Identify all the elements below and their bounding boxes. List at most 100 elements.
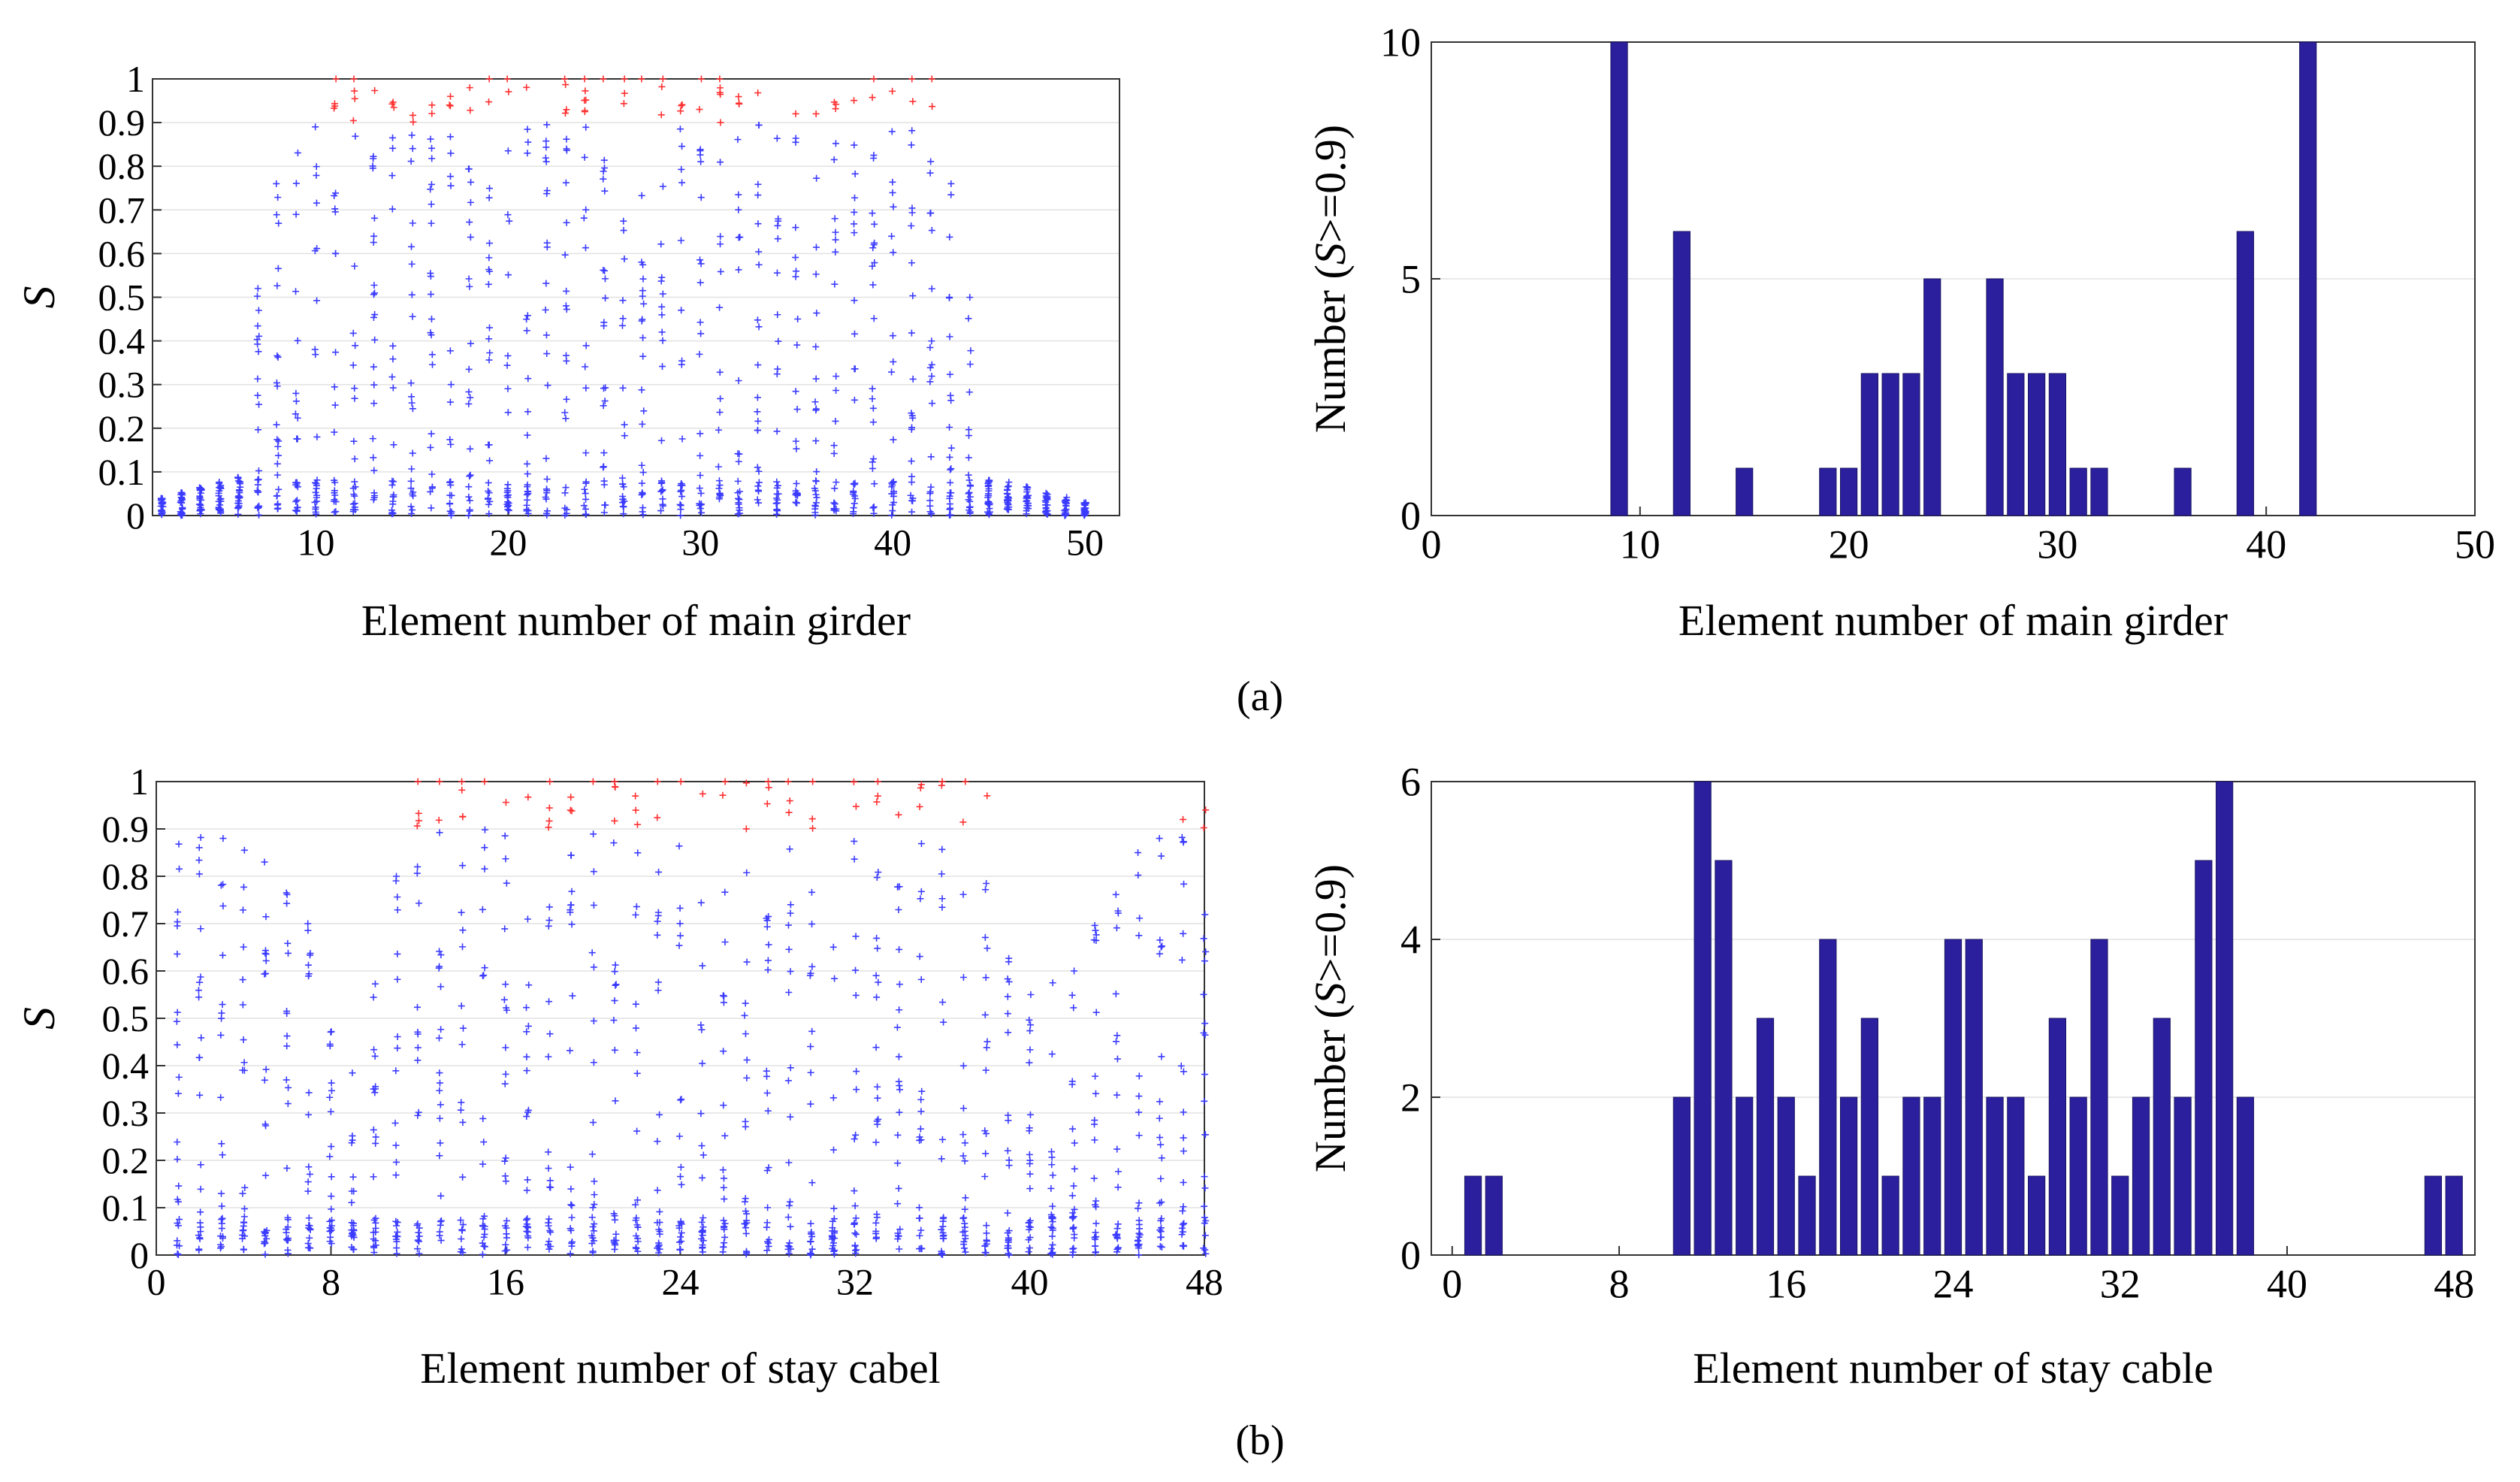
scatter-point xyxy=(765,1236,772,1244)
scatter-point xyxy=(1135,849,1142,857)
scatter-point xyxy=(158,495,165,503)
scatter-point xyxy=(961,1157,968,1165)
scatter-point xyxy=(889,332,896,340)
scatter-point xyxy=(829,1242,837,1249)
bar xyxy=(1777,1096,1795,1256)
scatter-point xyxy=(283,1229,290,1236)
scatter-point xyxy=(480,1139,488,1146)
scatter-point xyxy=(371,336,379,343)
scatter-point xyxy=(639,420,646,428)
scatter-point-high xyxy=(332,75,340,83)
scatter-point-high xyxy=(763,800,771,808)
x-tick-label: 50 xyxy=(1066,522,1104,564)
scatter-point xyxy=(429,483,437,491)
scatter-point xyxy=(275,219,283,227)
scatter-point xyxy=(217,1241,225,1248)
scatter-point-high xyxy=(717,91,724,98)
scatter-point xyxy=(283,900,291,907)
scatter-point xyxy=(292,180,300,187)
scatter-point xyxy=(563,135,570,143)
scatter-point-high xyxy=(446,92,454,100)
scatter-point xyxy=(659,495,666,503)
scatter-point xyxy=(793,479,800,487)
scatter-point-high xyxy=(754,89,762,97)
scatter-point xyxy=(392,1067,400,1075)
y-tick-label: 0 xyxy=(1401,1232,1421,1278)
scatter-point xyxy=(813,310,820,317)
scatter-point xyxy=(612,1097,619,1105)
scatter-point xyxy=(830,1251,838,1258)
scatter-point xyxy=(415,900,423,907)
scatter-point xyxy=(832,386,840,394)
scatter-point xyxy=(176,1216,183,1223)
scatter-point xyxy=(962,1248,969,1256)
scatter-point xyxy=(1156,1115,1163,1122)
scatter-point xyxy=(177,512,185,519)
scatter-point xyxy=(720,992,727,1000)
scatter-point xyxy=(1158,1154,1165,1162)
scatter-point xyxy=(436,948,443,955)
scatter-point xyxy=(448,512,455,519)
scatter-point xyxy=(349,1069,356,1077)
scatter-point xyxy=(832,236,839,243)
scatter-point xyxy=(262,913,270,921)
scatter-point-high xyxy=(351,95,358,102)
scatter-point xyxy=(590,963,597,971)
scatter-point xyxy=(262,957,270,964)
scatter-point xyxy=(926,364,934,371)
scatter-point xyxy=(428,504,435,512)
scatter-point xyxy=(1092,1090,1099,1097)
scatter-point xyxy=(774,235,781,243)
scatter-point xyxy=(588,1151,596,1158)
scatter-point xyxy=(414,1112,422,1119)
scatter-point xyxy=(741,1012,748,1019)
bar xyxy=(2111,1175,2129,1256)
scatter-point xyxy=(542,154,549,162)
scatter-point xyxy=(659,502,666,510)
scatter-point xyxy=(894,1131,902,1139)
scatter-point xyxy=(255,426,262,434)
scatter-point xyxy=(391,1119,399,1127)
scatter-point xyxy=(600,385,607,392)
scatter-point xyxy=(479,1223,487,1230)
bar xyxy=(2445,1175,2463,1256)
scatter-point xyxy=(677,237,684,244)
bar xyxy=(2216,781,2234,1256)
scatter-point xyxy=(195,987,202,994)
scatter-point xyxy=(715,485,723,492)
scatter-point xyxy=(326,1042,334,1050)
scatter-point xyxy=(428,351,436,358)
scatter-point xyxy=(581,153,588,161)
scatter-point xyxy=(255,467,262,474)
scatter-point xyxy=(696,350,703,358)
scatter-point xyxy=(787,1064,794,1072)
scatter-point xyxy=(523,507,530,515)
scatter-point xyxy=(331,428,338,436)
scatter-point-high xyxy=(786,797,793,805)
scatter-point xyxy=(284,1216,292,1223)
scatter-point xyxy=(304,1187,312,1195)
scatter-point xyxy=(832,479,840,486)
x-tick-label: 0 xyxy=(147,1261,166,1303)
scatter-point xyxy=(774,365,781,373)
scatter-point xyxy=(1091,1234,1098,1242)
scatter-point xyxy=(893,1024,901,1031)
scatter-point xyxy=(467,394,474,401)
scatter-point xyxy=(719,1166,727,1174)
scatter-point xyxy=(372,1237,379,1245)
scatter-point xyxy=(610,1239,618,1246)
scatter-point xyxy=(1091,921,1098,929)
scatter-point xyxy=(545,1222,552,1229)
scatter-point xyxy=(716,368,724,376)
scatter-point xyxy=(580,214,588,222)
scatter-point xyxy=(908,497,916,504)
scatter-point xyxy=(1044,501,1051,509)
scatter-point xyxy=(524,408,532,416)
scatter-point xyxy=(253,292,261,300)
scatter-point xyxy=(639,287,646,295)
scatter-point xyxy=(600,266,607,274)
scatter-point xyxy=(775,337,782,345)
scatter-point xyxy=(1049,1241,1056,1248)
scatter-point xyxy=(619,480,627,488)
scatter-point xyxy=(734,136,742,144)
